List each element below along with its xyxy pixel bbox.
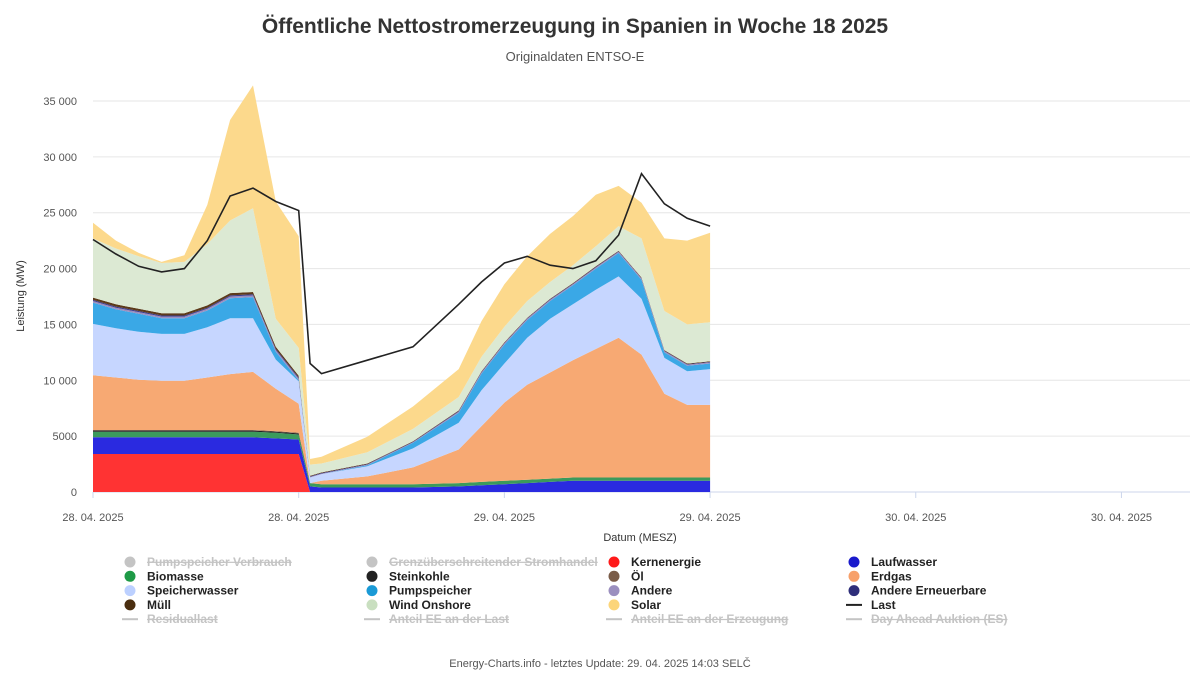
area-biomasse (93, 431, 711, 488)
x-tick-label: 28. 04. 2025 (62, 512, 123, 524)
legend-label: Pumpspeicher Verbrauch (147, 555, 292, 569)
legend-item-andere[interactable]: Andere (608, 584, 673, 598)
legend-label: Last (871, 598, 896, 612)
legend-item-erdgas[interactable]: Erdgas (848, 569, 913, 583)
legend-item-m-ll[interactable]: Müll (124, 598, 172, 612)
legend-label: Solar (631, 598, 661, 612)
legend-label: Anteil EE an der Erzeugung (631, 612, 788, 626)
legend-label: Pumpspeicher (389, 584, 472, 598)
legend-dot-icon (848, 570, 860, 582)
area-erdgas (93, 337, 711, 485)
legend-dot-icon (366, 599, 378, 611)
area-solar (93, 85, 711, 465)
plot-area (93, 85, 711, 492)
legend-item-speicherwasser[interactable]: Speicherwasser (124, 584, 239, 598)
area-pumpspeicher (93, 252, 711, 478)
legend-label: Öl (631, 568, 644, 583)
legend-dot-icon (366, 556, 378, 568)
legend-dot-icon (366, 570, 378, 582)
x-tick-label: 29. 04. 2025 (474, 512, 535, 524)
x-tick-label: 29. 04. 2025 (679, 512, 740, 524)
legend-item-pumpspeicher[interactable]: Pumpspeicher (366, 584, 473, 598)
area-wind-onshore (93, 208, 711, 476)
y-tick-label: 15 000 (43, 319, 77, 331)
legend-item-andere-erneuerbare[interactable]: Andere Erneuerbare (848, 584, 987, 598)
x-tick-label: 28. 04. 2025 (268, 512, 329, 524)
legend-label: Kernenergie (631, 555, 701, 569)
area-laufwasser (93, 437, 711, 492)
x-axis: 28. 04. 2025 28. 04. 2025 29. 04. 2025 29. … (62, 492, 1152, 524)
area-speicherwasser (93, 276, 711, 484)
legend-item-steinkohle[interactable]: Steinkohle (366, 569, 451, 583)
legend-label: Day Ahead Auktion (ES) (871, 612, 1007, 626)
legend-dot-icon (124, 556, 136, 568)
legend-label: Andere (631, 584, 673, 598)
legend-item-residuallast[interactable]: Residuallast (122, 612, 218, 626)
y-axis-title: Leistung (MW) (15, 260, 27, 332)
legend-item-kernenergie[interactable]: Kernenergie (608, 555, 702, 569)
legend-label: Grenzüberschreitender Stromhandel (389, 555, 598, 569)
legend: Pumpspeicher Verbrauch Grenzüberschreiten… (122, 555, 1007, 626)
legend-dot-icon (366, 585, 378, 597)
legend-item-biomasse[interactable]: Biomasse (124, 569, 205, 583)
y-tick-label: 30 000 (43, 152, 77, 164)
legend-label: Andere Erneuerbare (871, 584, 987, 598)
y-tick-label: 35 000 (43, 96, 77, 108)
area-kernenergie (93, 454, 711, 492)
legend-label: Anteil EE an der Last (389, 612, 509, 626)
legend-item-solar[interactable]: Solar (608, 598, 662, 612)
y-tick-label: 20 000 (43, 264, 77, 276)
chart-title: Öffentliche Nettostromerzeugung in Spani… (262, 15, 889, 38)
legend-dot-icon (124, 585, 136, 597)
legend-item-last[interactable]: Last (846, 598, 896, 612)
legend-item-day-ahead-auktion-es-[interactable]: Day Ahead Auktion (ES) (846, 612, 1007, 626)
legend-label: Laufwasser (871, 555, 937, 569)
legend-dot-icon (124, 570, 136, 582)
legend-dot-icon (124, 599, 136, 611)
legend-dot-icon (608, 570, 620, 582)
legend-label: Erdgas (871, 569, 912, 583)
legend-dot-icon (608, 599, 620, 611)
legend-dot-icon (608, 585, 620, 597)
y-tick-label: 10 000 (43, 375, 77, 387)
y-tick-label: 0 (71, 487, 77, 499)
legend-item--l[interactable]: Öl (608, 568, 644, 583)
legend-dot-icon (848, 556, 860, 568)
legend-label: Müll (147, 598, 171, 612)
legend-dot-icon (608, 556, 620, 568)
legend-dot-icon (848, 585, 860, 597)
legend-label: Wind Onshore (389, 598, 471, 612)
legend-label: Biomasse (147, 569, 204, 583)
x-axis-title: Datum (MESZ) (603, 532, 676, 544)
y-tick-label: 25 000 (43, 208, 77, 220)
x-tick-label: 30. 04. 2025 (1091, 512, 1152, 524)
chart-subtitle: Originaldaten ENTSO-E (506, 49, 645, 64)
legend-item-grenz-berschreitender-stromhandel[interactable]: Grenzüberschreitender Stromhandel (366, 555, 598, 569)
legend-label: Residuallast (147, 612, 218, 626)
y-axis: 0 5000 10 000 15 000 20 000 25 000 30 000 35 00… (43, 96, 77, 499)
legend-item-pumpspeicher-verbrauch[interactable]: Pumpspeicher Verbrauch (124, 555, 292, 569)
load-line-group (92, 171, 711, 375)
y-tick-label: 5000 (53, 431, 77, 443)
load-line (92, 171, 711, 375)
legend-label: Speicherwasser (147, 584, 239, 598)
legend-label: Steinkohle (389, 569, 450, 583)
legend-item-anteil-ee-an-der-last[interactable]: Anteil EE an der Last (364, 612, 509, 626)
credits: Energy-Charts.info - letztes Update: 29.… (449, 657, 751, 670)
legend-item-wind-onshore[interactable]: Wind Onshore (366, 598, 472, 612)
x-tick-label: 30. 04. 2025 (885, 512, 946, 524)
legend-item-laufwasser[interactable]: Laufwasser (848, 555, 938, 569)
legend-item-anteil-ee-an-der-erzeugung[interactable]: Anteil EE an der Erzeugung (606, 612, 788, 626)
